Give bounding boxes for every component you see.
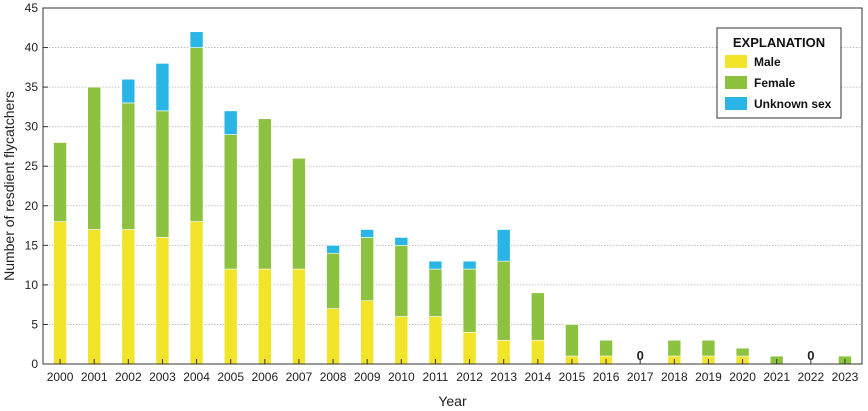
bar-segment-unknown-sex (223, 110, 238, 135)
x-tick-label: 2011 (423, 370, 449, 384)
plot-frame (42, 7, 863, 365)
legend-label: Male (754, 55, 781, 69)
legend-swatch (725, 55, 747, 68)
bar-segment-female (531, 292, 545, 341)
bar-segment-unknown-sex (462, 260, 477, 270)
legend-swatch (725, 76, 747, 89)
bar-segment-female (565, 324, 579, 357)
bar-segment-female (121, 102, 136, 230)
y-tick-label: 35 (25, 80, 39, 94)
x-axis: 2000 2001 2002 2003 2004 2005 2006 2007 2008 2009… (47, 359, 859, 384)
x-tick-label: 2019 (695, 370, 722, 384)
bar-segment-female (701, 339, 716, 357)
x-tick-label: 2012 (456, 370, 483, 384)
bar-segment-unknown-sex (189, 31, 204, 48)
x-tick-label: 2020 (729, 370, 756, 384)
bar-segment-male (326, 308, 340, 365)
bar-segment-female (667, 339, 682, 357)
y-tick-label: 15 (25, 238, 39, 252)
x-tick-label: 2022 (797, 370, 824, 384)
x-tick-label: 2014 (524, 370, 551, 384)
bar-segment-female (292, 158, 306, 270)
bar-segment-unknown-sex (121, 78, 136, 104)
x-tick-label: 2007 (286, 370, 313, 384)
bar-segment-male (223, 268, 238, 365)
legend-swatch (725, 97, 747, 110)
bar-segment-unknown-sex (326, 245, 340, 254)
x-axis-title: Year (438, 393, 467, 409)
y-tick-label: 10 (25, 278, 39, 292)
bar-segment-female (258, 118, 272, 270)
y-tick-label: 30 (25, 120, 39, 134)
bar-segment-male (121, 229, 136, 365)
x-tick-label: 2004 (183, 370, 210, 384)
legend-label: Unknown sex (754, 97, 832, 111)
bar-segment-female (360, 237, 374, 302)
bar-segment-female (189, 47, 204, 222)
bar-segment-female (53, 142, 67, 222)
bar-segment-female (462, 268, 477, 333)
x-tick-label: 2008 (320, 370, 347, 384)
x-tick-label: 2023 (832, 370, 859, 384)
bar-segment-female (223, 134, 238, 270)
bar-segment-unknown-sex (496, 229, 511, 262)
bar-segment-male (258, 268, 272, 365)
bar-segment-female (394, 245, 409, 317)
bar-segment-female (496, 260, 511, 341)
bar-segment-female (155, 110, 170, 238)
bar-segment-female (326, 252, 340, 309)
y-axis: 0 5 10 15 20 25 30 35 40 45 (25, 1, 48, 371)
bar-segment-unknown-sex (428, 260, 443, 270)
bar-segment-female (428, 268, 443, 317)
y-tick-label: 25 (25, 159, 39, 173)
bar-segment-male (292, 268, 306, 365)
bar-segment-female (735, 347, 750, 357)
bar-segment-male (53, 221, 67, 365)
x-tick-label: 2018 (661, 370, 688, 384)
gridlines (43, 47, 862, 325)
bar-segment-male (155, 237, 170, 365)
bar-segment-female (87, 86, 101, 230)
y-tick-label: 0 (31, 357, 38, 371)
legend-title: EXPLANATION (733, 35, 825, 50)
x-tick-label: 2016 (593, 370, 620, 384)
x-tick-label: 2006 (251, 370, 278, 384)
x-tick-label: 2000 (47, 370, 74, 384)
x-tick-label: 2021 (763, 370, 790, 384)
y-tick-label: 5 (31, 317, 38, 331)
bar-segment-male (87, 229, 101, 365)
y-axis-title: Number of resdient flycatchers (1, 91, 17, 281)
bar-segment-female (599, 339, 613, 357)
x-tick-label: 2013 (490, 370, 517, 384)
x-tick-label: 2015 (559, 370, 586, 384)
bar-segment-unknown-sex (394, 237, 409, 246)
y-tick-label: 20 (25, 199, 39, 213)
bar-segment-male (428, 316, 443, 365)
bars (53, 31, 852, 365)
bar-segment-male (360, 300, 374, 365)
x-tick-label: 2002 (115, 370, 142, 384)
y-tick-label: 40 (25, 41, 39, 55)
x-tick-label: 2003 (149, 370, 176, 384)
zero-annotation: 0 (637, 348, 644, 363)
zero-annotation: 0 (807, 348, 814, 363)
x-tick-label: 2001 (81, 370, 108, 384)
x-tick-label: 2010 (388, 370, 415, 384)
bar-segment-unknown-sex (360, 229, 374, 238)
x-tick-label: 2017 (627, 370, 654, 384)
bar-segment-unknown-sex (155, 63, 170, 112)
x-tick-label: 2005 (217, 370, 244, 384)
legend: EXPLANATION Male Female Unknown sex (716, 27, 842, 119)
legend-label: Female (754, 76, 796, 90)
y-tick-label: 45 (25, 1, 39, 15)
bar-segment-male (189, 221, 204, 365)
legend-items: Male Female Unknown sex (725, 55, 832, 111)
bar-segment-male (394, 316, 409, 365)
x-tick-label: 2009 (354, 370, 381, 384)
